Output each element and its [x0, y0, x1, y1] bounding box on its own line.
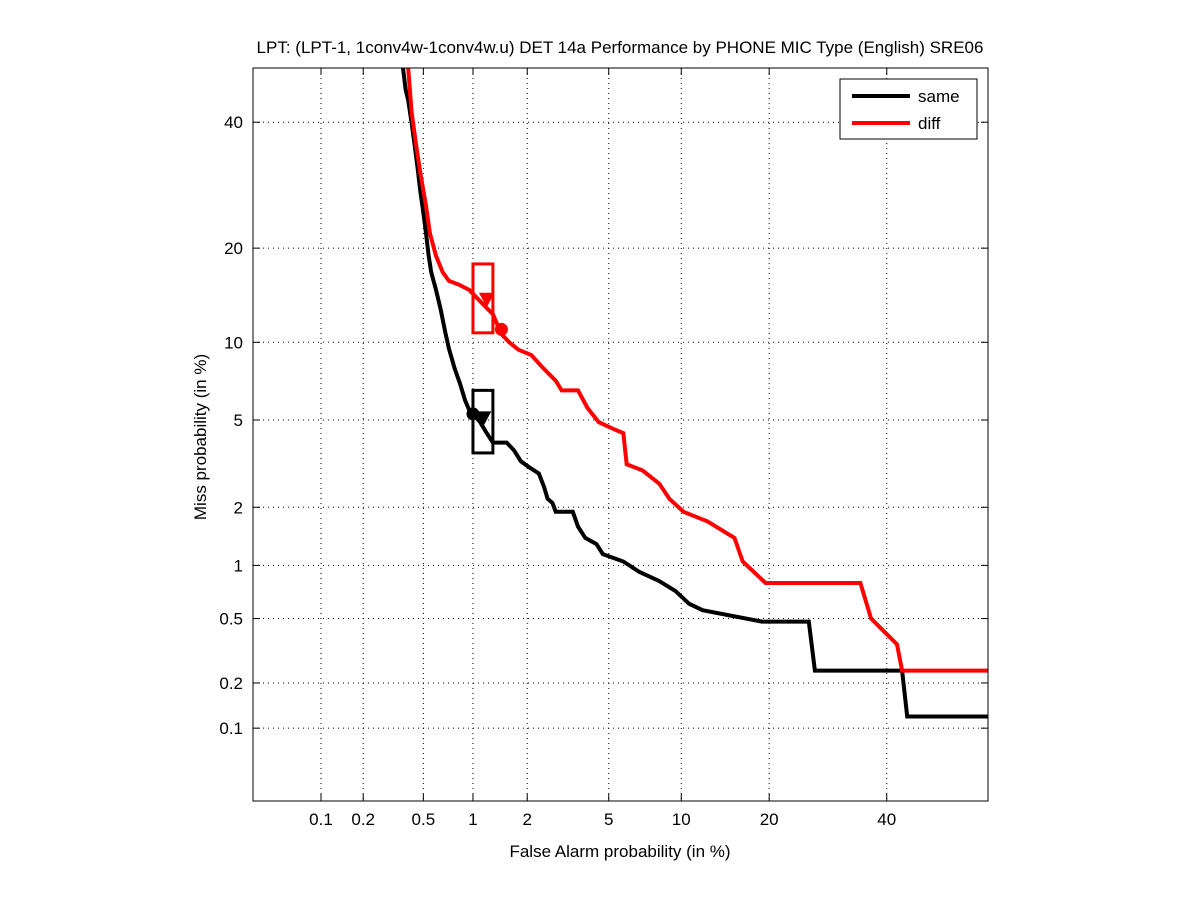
legend: same diff	[839, 78, 978, 140]
y-tick-label: 0.1	[219, 719, 243, 738]
y-tick-label: 2	[234, 498, 243, 517]
x-tick-label: 0.5	[412, 810, 436, 829]
x-tick-label: 2	[523, 810, 532, 829]
x-tick-label: 20	[760, 810, 779, 829]
tick-layer: 0.1 0.2 0.5 1 2 5 10 20 40 0.1 0.2 0.5 1 2 5 10 20 40	[219, 68, 988, 829]
x-tick-label: 5	[604, 810, 613, 829]
chart-title: LPT: (LPT-1, 1conv4w-1conv4w.u) DET 14a …	[257, 38, 984, 57]
series-line-same	[401, 67, 988, 719]
y-tick-label: 20	[224, 239, 243, 258]
legend-label-diff: diff	[918, 114, 941, 133]
x-tick-label: 40	[877, 810, 896, 829]
x-tick-label: 0.2	[351, 810, 375, 829]
confidence-box-same	[471, 388, 495, 455]
confidence-box-diff	[471, 262, 495, 335]
series-layer	[401, 67, 988, 719]
series-line-diff	[406, 67, 988, 673]
x-tick-label: 1	[468, 810, 477, 829]
y-tick-label: 1	[234, 556, 243, 575]
annotation-layer	[466, 262, 508, 455]
min-dcf-marker-diff	[494, 322, 508, 336]
y-tick-label: 0.5	[219, 610, 243, 629]
y-tick-label: 10	[224, 333, 243, 352]
y-tick-label: 0.2	[219, 674, 243, 693]
x-axis-label: False Alarm probability (in %)	[509, 842, 730, 861]
legend-label-same: same	[918, 87, 960, 106]
y-tick-label: 40	[224, 113, 243, 132]
grid-layer	[253, 68, 988, 801]
actual-dcf-marker-same	[475, 411, 492, 426]
x-tick-label: 10	[672, 810, 691, 829]
plot-frame	[252, 67, 989, 802]
actual-dcf-marker-diff	[478, 292, 495, 308]
legend-box	[839, 78, 978, 140]
x-tick-label: 0.1	[309, 810, 333, 829]
y-tick-label: 5	[234, 411, 243, 430]
y-axis-label: Miss probability (in %)	[191, 354, 210, 520]
